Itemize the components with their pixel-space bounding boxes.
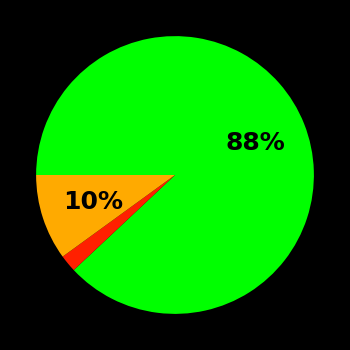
Wedge shape (36, 175, 175, 257)
Text: 10%: 10% (63, 190, 123, 214)
Wedge shape (63, 175, 175, 270)
Text: 88%: 88% (225, 131, 285, 155)
Wedge shape (36, 36, 314, 314)
